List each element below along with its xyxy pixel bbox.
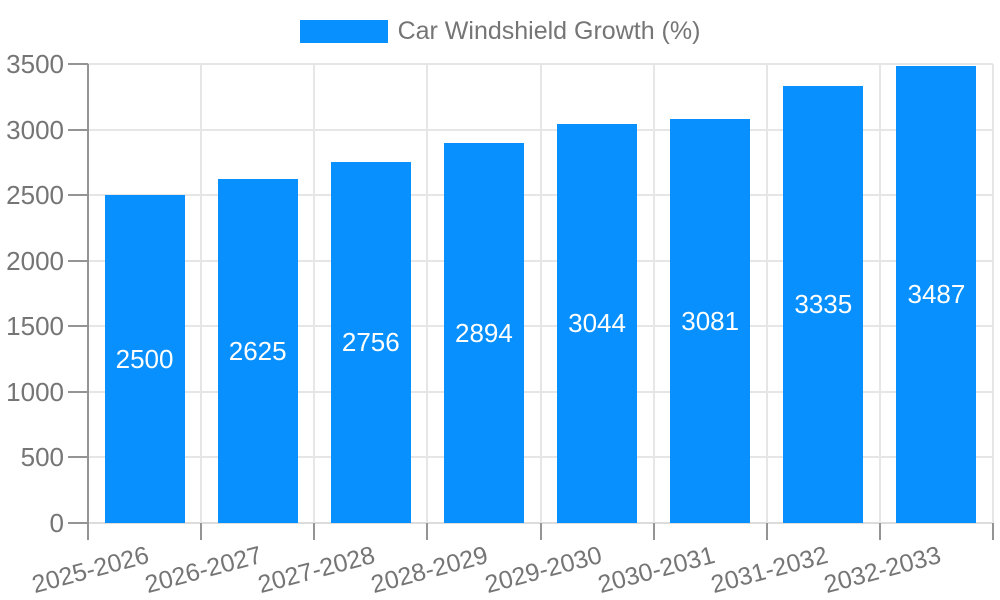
y-axis-tick-label: 3000 xyxy=(6,114,64,145)
gridline-vertical xyxy=(765,64,768,523)
legend-swatch xyxy=(299,20,388,43)
y-axis-tick-label: 3500 xyxy=(6,49,64,79)
bar-value-label: 3044 xyxy=(568,308,626,339)
x-axis-tick xyxy=(652,523,655,540)
x-axis-label-text: 2026-2027 xyxy=(142,541,265,599)
bar[interactable] xyxy=(896,65,977,523)
bar[interactable] xyxy=(783,85,864,523)
x-axis-label-text: 2025-2026 xyxy=(29,541,152,599)
gridline-vertical xyxy=(992,64,994,523)
y-axis-tick-label: 1000 xyxy=(6,376,64,407)
gridline-vertical xyxy=(652,64,655,523)
bar-value-label: 2756 xyxy=(341,327,400,358)
x-axis-label-text: 2028-2029 xyxy=(368,541,492,599)
gridline-vertical xyxy=(313,64,316,523)
bar-value-label: 2894 xyxy=(455,318,513,349)
bar-value-label: 3081 xyxy=(681,305,740,336)
bar[interactable] xyxy=(104,195,185,523)
bar[interactable] xyxy=(670,118,751,523)
legend-label: Car Windshield Growth (%) xyxy=(397,17,701,45)
gridline-vertical xyxy=(426,64,429,523)
y-axis-tick-label: 1500 xyxy=(6,311,64,342)
x-axis-tick xyxy=(313,523,316,540)
y-axis-tick xyxy=(68,194,88,197)
x-axis-label-text: 2029-2030 xyxy=(481,541,605,599)
y-axis-tick xyxy=(68,63,88,65)
x-axis-label-text: 2031-2032 xyxy=(707,541,831,599)
y-axis-tick-label: 2500 xyxy=(6,180,64,211)
x-axis-tick xyxy=(765,523,768,540)
x-axis-label-text: 2030-2031 xyxy=(594,541,718,599)
x-axis-tick xyxy=(992,523,994,540)
gridline-vertical xyxy=(200,64,203,523)
y-axis-tick xyxy=(68,522,88,524)
y-axis-tick-label: 0 xyxy=(49,508,64,538)
bar-value-label: 2625 xyxy=(228,335,287,366)
y-axis-tick xyxy=(68,390,88,393)
bar[interactable] xyxy=(557,123,638,523)
x-axis-tick xyxy=(200,523,203,540)
bar[interactable] xyxy=(330,161,411,523)
chart-legend[interactable]: Car Windshield Growth (%) xyxy=(0,19,1000,44)
y-axis-tick-label: 2000 xyxy=(6,245,64,276)
y-axis-tick xyxy=(68,128,88,131)
y-axis-tick xyxy=(68,259,88,262)
y-axis-tick xyxy=(68,325,88,328)
bar-value-label: 3487 xyxy=(907,279,966,310)
gridline-vertical xyxy=(878,64,881,523)
x-axis-tick xyxy=(539,523,542,540)
y-axis-tick-label: 500 xyxy=(20,442,64,473)
x-axis-label-text: 2032-2033 xyxy=(820,541,944,599)
x-axis-label-text: 2027-2028 xyxy=(255,541,379,599)
x-axis-tick xyxy=(426,523,429,540)
bar[interactable] xyxy=(443,143,524,523)
bar-value-label: 3335 xyxy=(794,289,853,320)
y-axis-line xyxy=(87,64,89,540)
bar-value-label: 2500 xyxy=(115,344,174,375)
y-axis-tick xyxy=(68,456,88,459)
bar[interactable] xyxy=(217,178,298,523)
x-axis-tick xyxy=(878,523,881,540)
gridline-vertical xyxy=(539,64,542,523)
